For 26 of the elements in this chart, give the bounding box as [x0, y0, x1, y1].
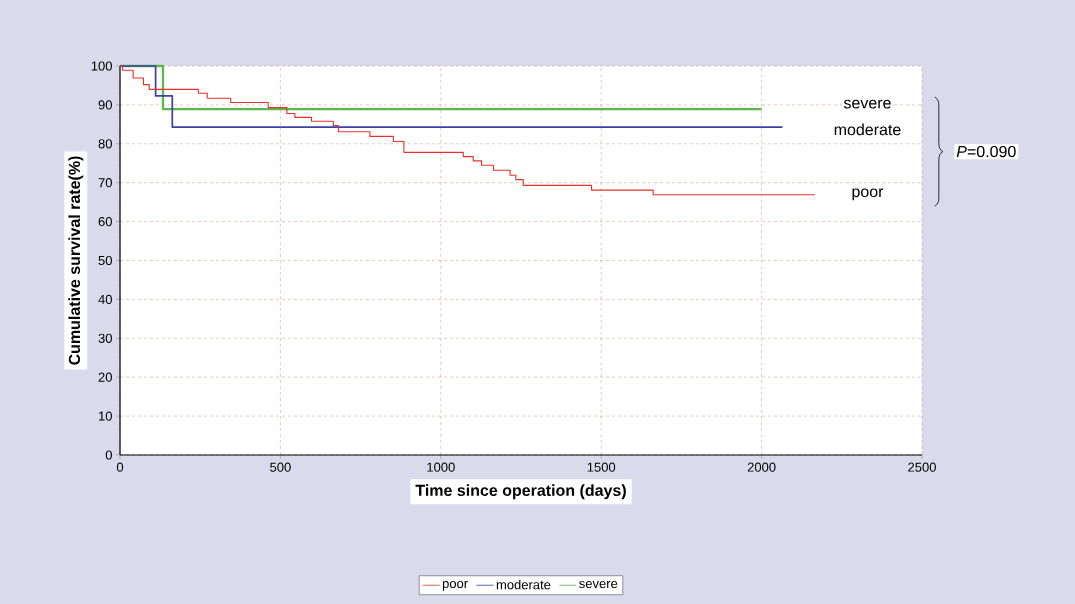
x-axis-title: Time since operation (days)	[415, 484, 626, 500]
x-tick-label: 500	[270, 462, 291, 472]
x-tick-label: 2000	[747, 462, 776, 472]
y-tick-label: 80	[98, 139, 112, 149]
y-tick-label: 0	[105, 450, 112, 460]
y-tick-label: 10	[99, 411, 112, 421]
y-tick-label: 50	[98, 255, 112, 266]
annotation: severe	[843, 99, 891, 109]
annotation: poor	[852, 188, 884, 201]
y-tick-label: 100	[91, 61, 112, 71]
text: P=0.090	[956, 145, 1016, 158]
y-tick-label: 90	[98, 100, 112, 110]
y-axis-title: Cumulative survival rate(%)	[68, 156, 84, 365]
x-tick-label: 1500	[587, 462, 616, 472]
legend-label: moderate	[496, 579, 551, 590]
legend-label: severe	[579, 580, 618, 589]
x-tick-label: 0	[116, 462, 124, 472]
y-tick-label: 70	[98, 178, 112, 188]
y-tick-label: 60	[98, 216, 112, 227]
x-tick-label: 1000	[427, 462, 455, 472]
annotation: moderate	[834, 123, 901, 136]
legend-label: poor	[442, 580, 468, 591]
y-tick-label: 30	[98, 333, 112, 343]
y-tick-label: 20	[98, 372, 112, 382]
y-tick-label: 40	[98, 294, 112, 304]
x-tick-label: 2500	[908, 462, 936, 472]
